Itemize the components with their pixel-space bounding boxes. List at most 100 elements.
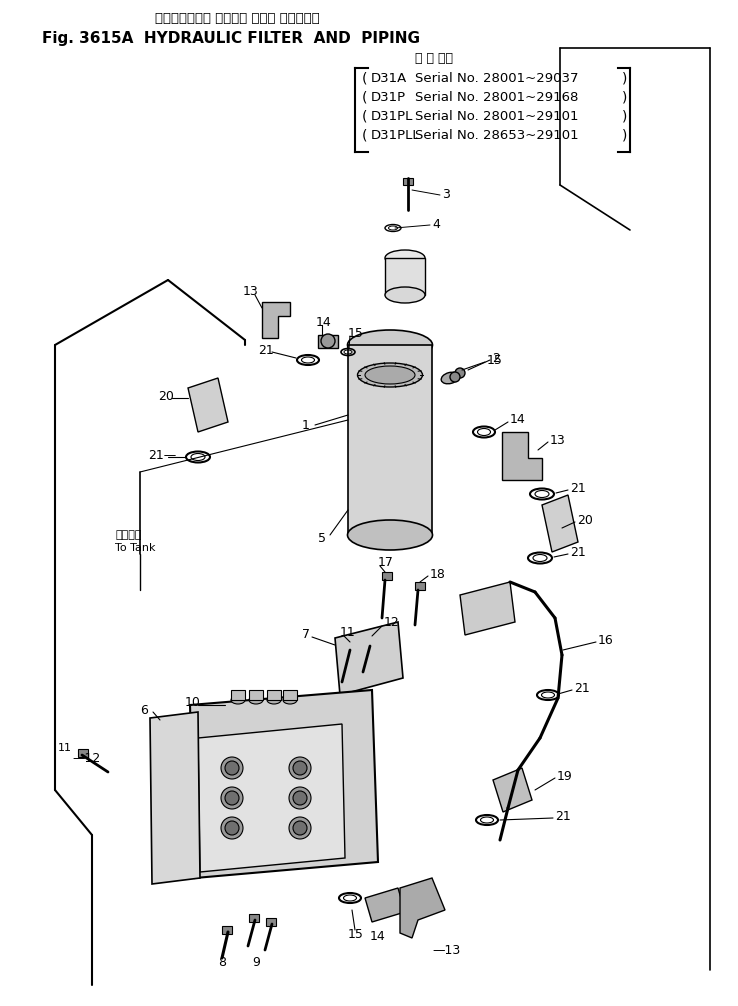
Text: ): ): [622, 109, 627, 123]
Text: 4: 4: [432, 217, 440, 230]
Text: 13: 13: [243, 285, 259, 298]
Ellipse shape: [283, 696, 297, 704]
Polygon shape: [266, 918, 276, 926]
Polygon shape: [502, 432, 542, 480]
Text: 8: 8: [218, 956, 226, 969]
Text: 21: 21: [570, 545, 586, 558]
Text: 18: 18: [430, 567, 446, 580]
Ellipse shape: [385, 250, 425, 266]
Text: To Tank: To Tank: [115, 543, 156, 553]
Circle shape: [455, 368, 465, 378]
Polygon shape: [188, 378, 228, 432]
Text: Serial No. 28001~29037: Serial No. 28001~29037: [415, 71, 579, 85]
Ellipse shape: [441, 372, 459, 384]
Polygon shape: [365, 888, 405, 923]
Text: ハイドロリック フィルタ および パイピング: ハイドロリック フィルタ および パイピング: [155, 11, 320, 24]
Polygon shape: [542, 495, 578, 552]
Polygon shape: [385, 258, 425, 295]
Polygon shape: [231, 690, 245, 700]
Text: D31PL: D31PL: [371, 110, 413, 123]
Text: 21: 21: [555, 810, 570, 823]
Ellipse shape: [385, 287, 425, 303]
Text: 11: 11: [340, 627, 356, 640]
Ellipse shape: [267, 696, 281, 704]
Text: —12: —12: [72, 751, 100, 765]
Text: 5: 5: [318, 531, 326, 544]
Text: ): ): [622, 90, 627, 104]
Polygon shape: [249, 914, 259, 923]
Polygon shape: [283, 690, 297, 700]
Text: 21: 21: [570, 482, 586, 495]
Polygon shape: [318, 335, 338, 348]
Polygon shape: [382, 572, 392, 580]
Text: 12: 12: [384, 617, 400, 630]
Text: D31A: D31A: [371, 71, 407, 85]
Text: D31PLL: D31PLL: [371, 129, 421, 142]
Text: 16: 16: [598, 634, 614, 647]
Text: Serial No. 28001~29101: Serial No. 28001~29101: [415, 110, 579, 123]
Circle shape: [225, 821, 239, 835]
Text: —13: —13: [432, 944, 461, 957]
Text: 適 用 号機: 適 用 号機: [415, 51, 453, 64]
Polygon shape: [262, 302, 290, 338]
Polygon shape: [348, 642, 358, 650]
Circle shape: [289, 757, 311, 779]
Circle shape: [221, 787, 243, 809]
Text: 9: 9: [252, 956, 260, 969]
Circle shape: [293, 761, 307, 775]
Polygon shape: [415, 582, 425, 590]
Text: 17: 17: [378, 556, 394, 569]
Polygon shape: [368, 638, 378, 646]
Text: (: (: [362, 109, 368, 123]
Text: タンクへ: タンクへ: [115, 530, 142, 540]
Text: 1: 1: [302, 418, 310, 432]
Text: 20: 20: [577, 513, 593, 526]
Circle shape: [450, 372, 460, 382]
Polygon shape: [198, 724, 345, 872]
Text: 15: 15: [348, 928, 364, 941]
Text: ): ): [622, 71, 627, 85]
Text: 3: 3: [442, 187, 450, 200]
Text: 10: 10: [185, 696, 201, 709]
Text: Fig. 3615A  HYDRAULIC FILTER  AND  PIPING: Fig. 3615A HYDRAULIC FILTER AND PIPING: [42, 30, 420, 45]
Polygon shape: [78, 749, 88, 757]
Text: 2: 2: [492, 351, 500, 364]
Text: 21—: 21—: [148, 449, 176, 462]
Text: 15: 15: [487, 353, 503, 366]
Text: (: (: [362, 128, 368, 142]
Text: 20: 20: [158, 389, 174, 402]
Ellipse shape: [357, 363, 422, 387]
Ellipse shape: [249, 696, 263, 704]
Polygon shape: [460, 582, 515, 635]
Polygon shape: [400, 878, 445, 938]
Polygon shape: [493, 768, 532, 812]
Polygon shape: [348, 345, 432, 535]
Text: 7: 7: [302, 629, 310, 642]
Polygon shape: [222, 926, 232, 934]
Polygon shape: [150, 712, 200, 884]
Circle shape: [293, 791, 307, 805]
Text: 11: 11: [58, 743, 72, 753]
Text: 21: 21: [258, 343, 274, 356]
Text: Serial No. 28653~29101: Serial No. 28653~29101: [415, 129, 579, 142]
Circle shape: [289, 787, 311, 809]
Polygon shape: [403, 178, 413, 185]
Ellipse shape: [365, 366, 415, 384]
Text: 19: 19: [557, 770, 573, 783]
Ellipse shape: [348, 330, 432, 360]
Text: 14: 14: [510, 412, 525, 426]
Polygon shape: [249, 690, 263, 700]
Ellipse shape: [231, 696, 245, 704]
Circle shape: [225, 761, 239, 775]
Text: 14: 14: [370, 930, 386, 943]
Circle shape: [221, 817, 243, 839]
Polygon shape: [267, 690, 281, 700]
Polygon shape: [190, 690, 378, 878]
Text: Serial No. 28001~29168: Serial No. 28001~29168: [415, 91, 579, 104]
Text: 14: 14: [316, 316, 332, 329]
Circle shape: [289, 817, 311, 839]
Text: (: (: [362, 90, 368, 104]
Text: (: (: [362, 71, 368, 85]
Text: D31P: D31P: [371, 91, 406, 104]
Text: 15: 15: [348, 327, 364, 339]
